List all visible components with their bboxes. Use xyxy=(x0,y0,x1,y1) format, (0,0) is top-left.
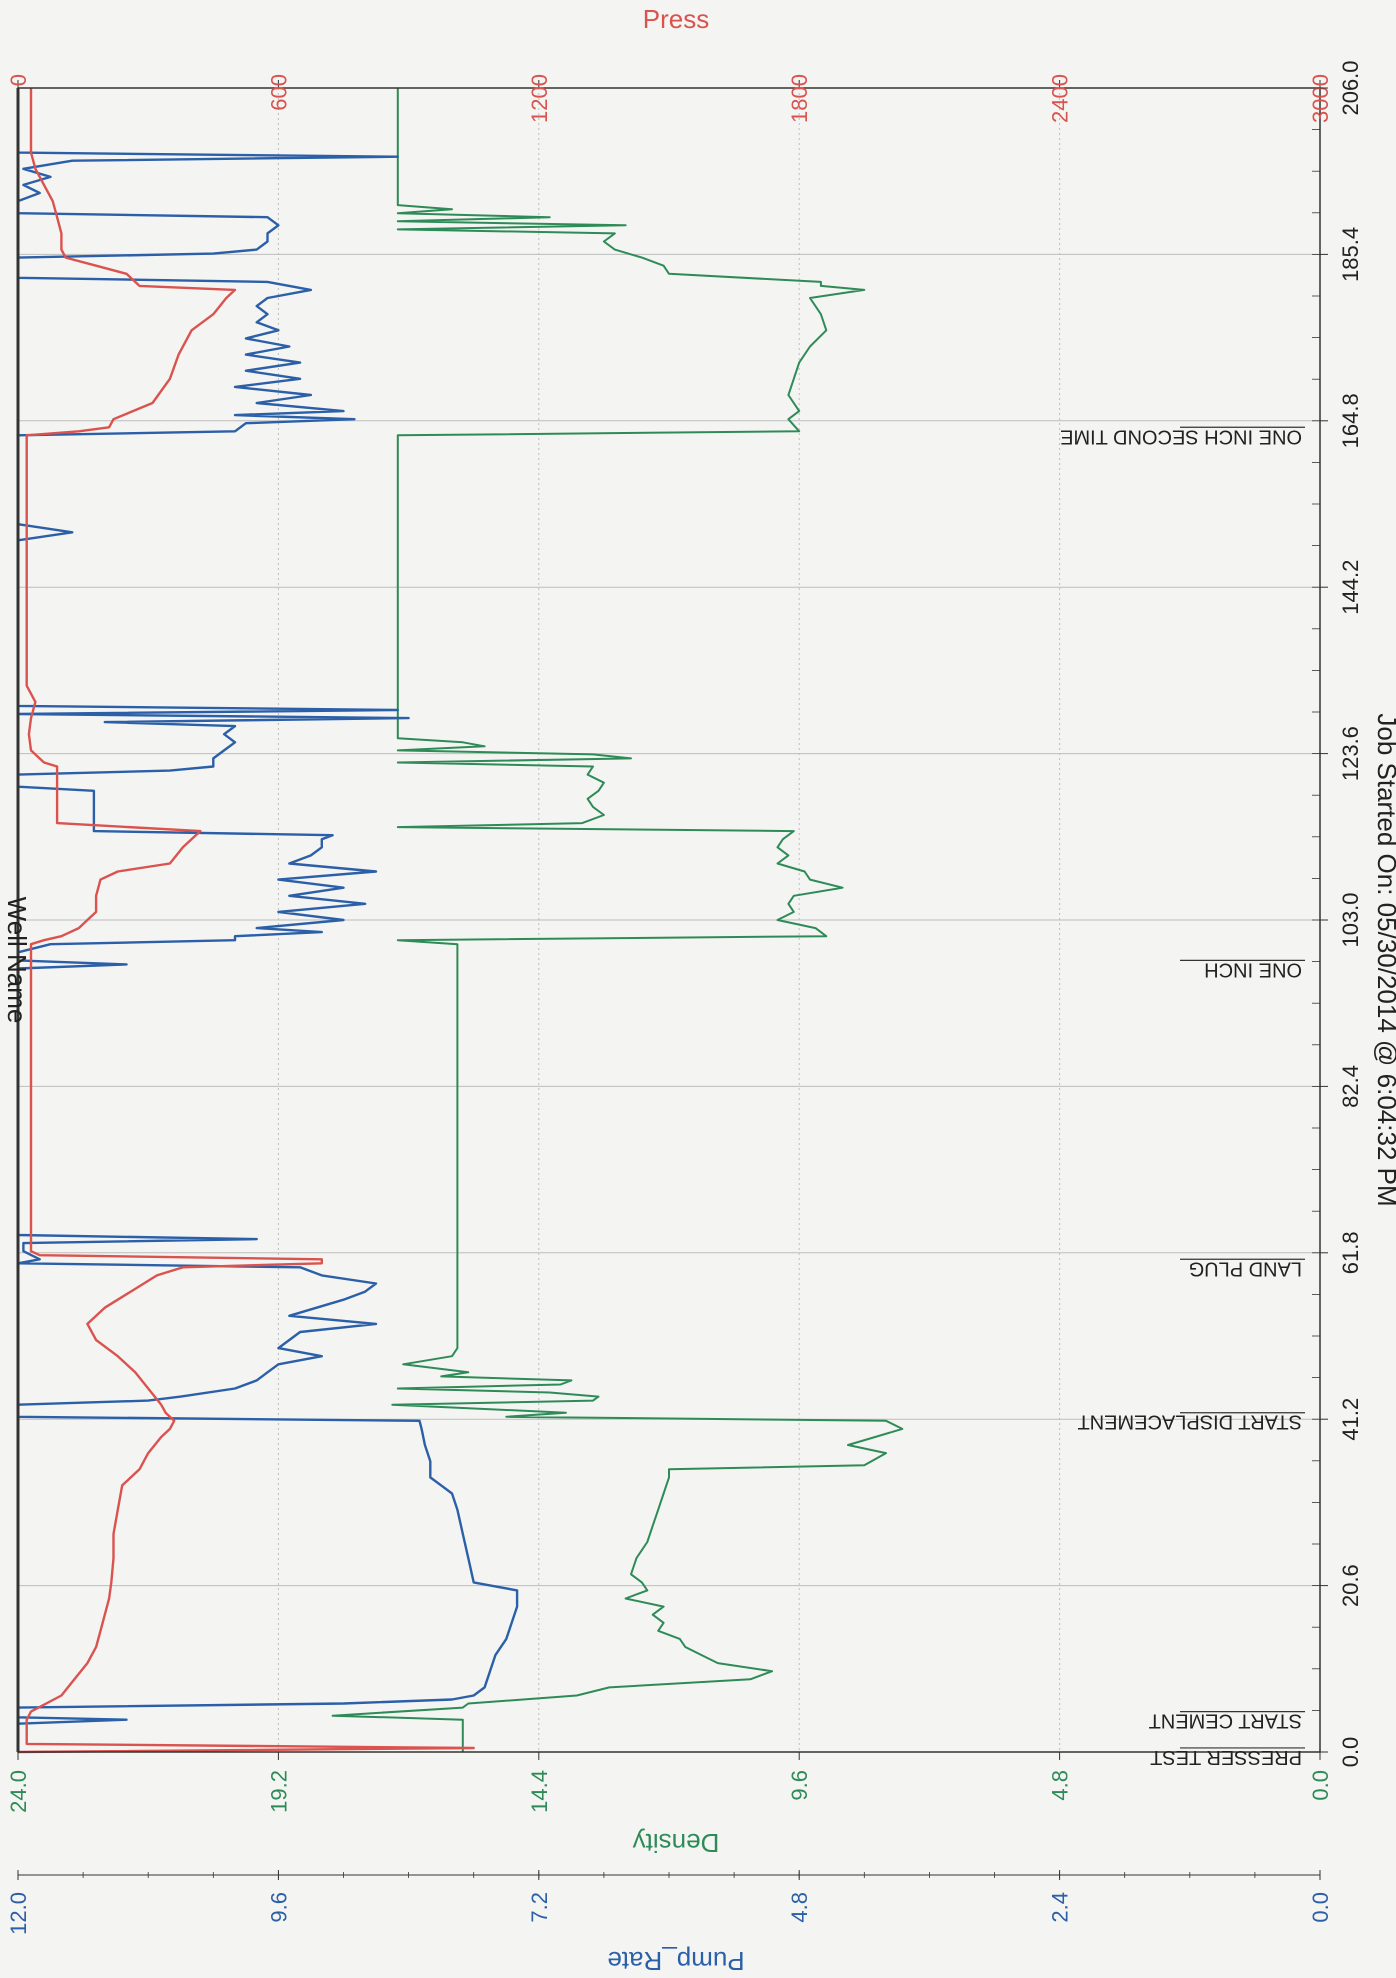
press-tick-label-0: 0 xyxy=(6,74,31,86)
x-tick-label-2: 41.2 xyxy=(1338,1398,1363,1441)
press-tick-label-1: 600 xyxy=(266,74,291,111)
chart-title: Well Name xyxy=(2,897,32,1024)
pump-rate-tick-label-0: 12.0 xyxy=(6,1892,31,1935)
press-tick-label-2: 1200 xyxy=(527,74,552,123)
press-tick-label-3: 1800 xyxy=(787,74,812,123)
pump-rate-tick-label-1: 9.6 xyxy=(266,1892,291,1923)
press-axis-title: Press xyxy=(643,4,709,34)
event-label-0: PRESSER TEST xyxy=(1150,1746,1302,1768)
series-line-pump-rate xyxy=(16,88,519,1752)
press-tick-label-4: 2400 xyxy=(1048,74,1073,123)
press-tick-label-5: 3000 xyxy=(1308,74,1333,123)
x-tick-label-9: 185.4 xyxy=(1338,227,1363,282)
density-tick-label-2: 14.4 xyxy=(527,1770,552,1813)
event-label-3: LAND PLUG xyxy=(1189,1257,1302,1279)
density-tick-label-0: 24.0 xyxy=(6,1770,31,1813)
x-tick-label-1: 20.6 xyxy=(1338,1564,1363,1607)
series-line-density xyxy=(331,88,904,1752)
density-axis-ticks: 24.0 19.2 14.4 9.6 4.8 0.0 xyxy=(6,1752,1333,1813)
pump-rate-tick-label-5: 0.0 xyxy=(1308,1892,1333,1923)
density-axis-title: Density xyxy=(633,1828,720,1858)
density-tick-label-1: 19.2 xyxy=(266,1770,291,1813)
series-line-press xyxy=(17,88,475,1754)
event-label-5: ONE INCH SECOND TIME xyxy=(1060,425,1302,447)
x-tick-label-3: 61.8 xyxy=(1338,1231,1363,1274)
event-label-1: START CEMENT xyxy=(1149,1710,1302,1732)
x-tick-label-7: 144.2 xyxy=(1338,560,1363,615)
event-annotations: PRESSER TEST START CEMENT START DISPLACEME… xyxy=(1060,425,1305,1768)
event-label-2: START DISPLACEMENT xyxy=(1078,1411,1303,1433)
pump-rate-tick-label-3: 4.8 xyxy=(787,1892,812,1923)
x-tick-label-4: 82.4 xyxy=(1338,1065,1363,1108)
x-axis-ticks: 0.0 20.6 41.2 61.8 82.4 103.0 123.6 144.2 164.8 1… xyxy=(1312,60,1363,1767)
event-label-4: ONE INCH xyxy=(1204,958,1302,980)
press-axis-ticks: 0 600 1200 1800 2400 3000 xyxy=(6,74,1333,123)
x-tick-label-10: 206.0 xyxy=(1338,60,1363,115)
density-tick-label-3: 9.6 xyxy=(787,1770,812,1801)
pump-rate-tick-label-2: 7.2 xyxy=(527,1892,552,1923)
pump-rate-axis-title: Pump_Rate xyxy=(607,1946,744,1973)
job-start-text: Job Started On: 05/30/2014 @ 6:04:32 PM xyxy=(1372,713,1396,1206)
x-tick-label-6: 123.6 xyxy=(1338,726,1363,781)
x-tick-label-5: 103.0 xyxy=(1338,892,1363,947)
pump-rate-tick-label-4: 2.4 xyxy=(1048,1892,1073,1923)
x-tick-label-8: 164.8 xyxy=(1338,393,1363,448)
pump-rate-axis-ticks: 12.0 9.6 7.2 4.8 2.4 0.0 xyxy=(6,1870,1333,1935)
x-tick-label-0: 0.0 xyxy=(1338,1737,1363,1768)
density-tick-label-4: 4.8 xyxy=(1048,1770,1073,1801)
series-layer xyxy=(16,88,904,1754)
density-tick-label-5: 0.0 xyxy=(1308,1770,1333,1801)
